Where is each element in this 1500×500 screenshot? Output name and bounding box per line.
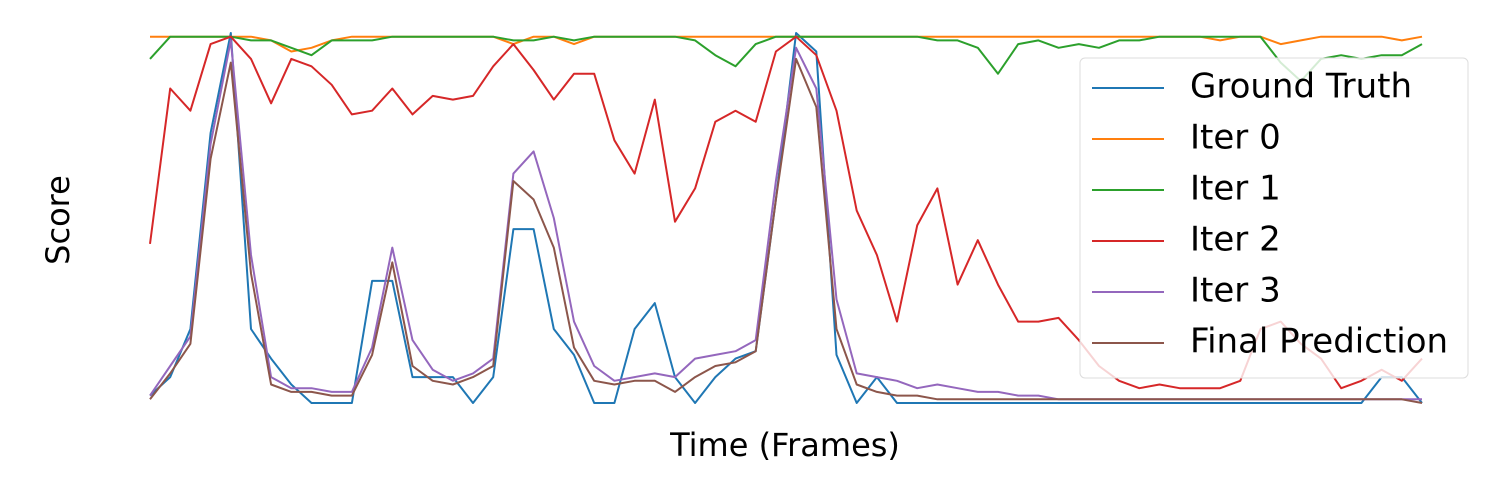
legend-label: Iter 0 [1190, 118, 1281, 158]
x-axis-label: Time (Frames) [669, 426, 900, 464]
legend-label: Ground Truth [1190, 67, 1412, 107]
legend-box [1079, 57, 1469, 379]
series-line [149, 35, 1423, 390]
legend-label: Final Prediction [1190, 322, 1448, 362]
legend-label: Iter 3 [1190, 271, 1281, 311]
series-line [149, 57, 1423, 404]
legend-label: Iter 1 [1190, 169, 1281, 209]
y-axis-label: Score [39, 175, 77, 265]
legend: Ground Truth Iter 0 Iter 1 Iter 2 Iter 3 Fina… [1079, 57, 1469, 379]
legend-label: Iter 2 [1190, 220, 1281, 260]
series-line [149, 35, 1423, 83]
